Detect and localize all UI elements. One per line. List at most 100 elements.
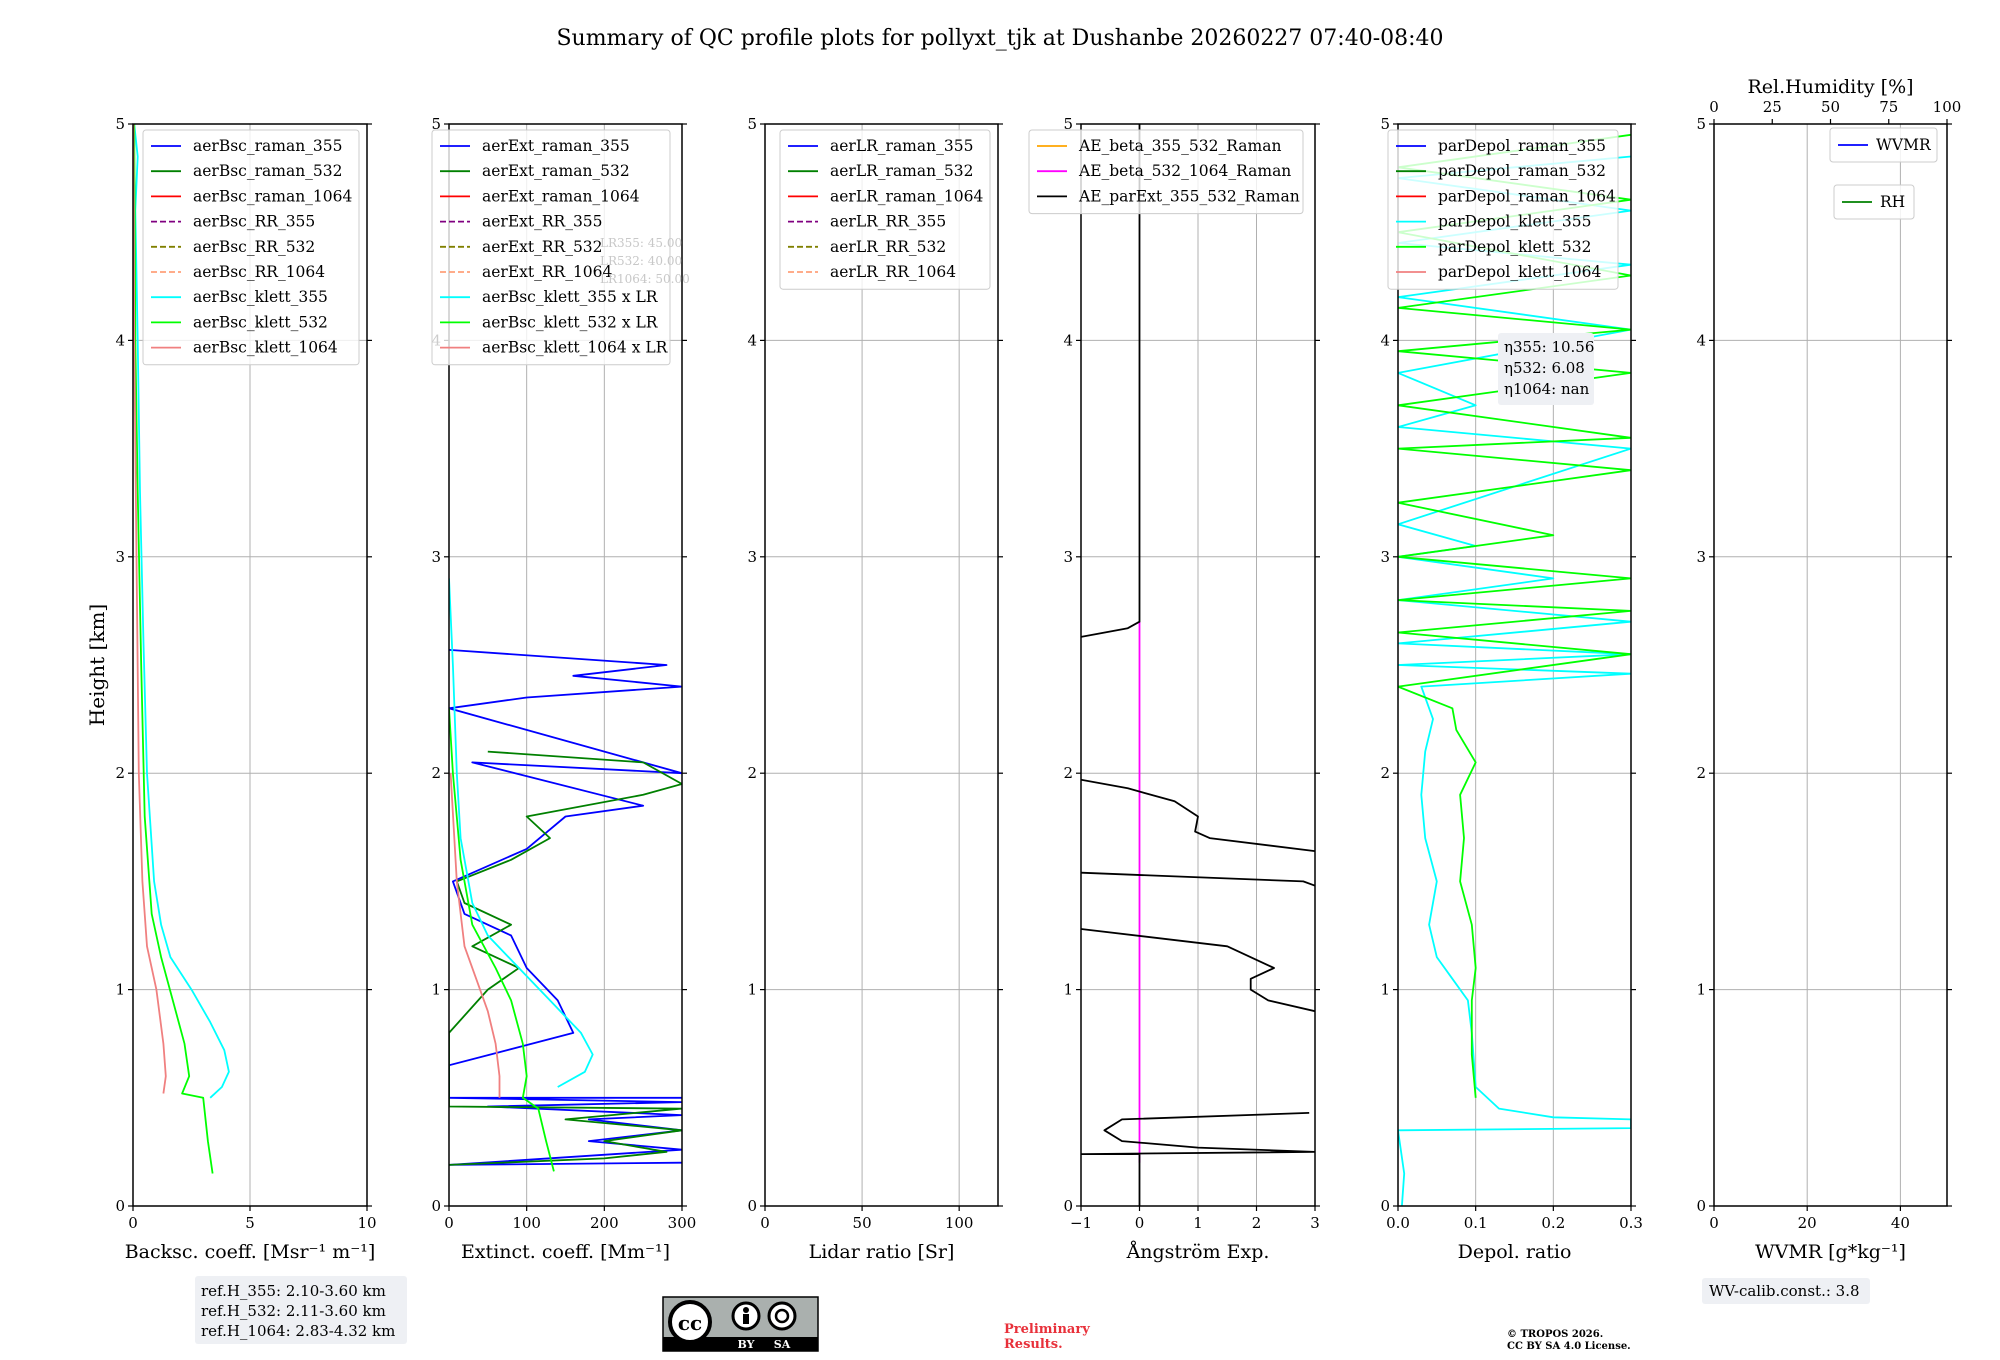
x-tick-label: 40: [1891, 1214, 1910, 1232]
series-line-aerBsc_klett_1064: [133, 124, 167, 1094]
y-tick-label: 0: [1063, 1197, 1073, 1215]
axes-frame: [448, 123, 683, 1207]
panel-depol: 0 1 2 3 4 5 0.0 0.1 0.2 0.3 Depol. ratio parDepol_r…: [1380, 115, 1642, 1263]
y-tick-label: 0: [747, 1197, 757, 1215]
legend-label: aerExt_RR_532: [482, 238, 603, 256]
y-tick-label: 2: [431, 764, 441, 782]
x-axis-label: Ångström Exp.: [1126, 1241, 1270, 1263]
y-tick-label: 0: [1696, 1197, 1706, 1215]
x-tick-label: 100: [512, 1214, 541, 1232]
legend: aerLR_raman_355 aerLR_raman_532 aerLR_rama…: [779, 129, 991, 290]
y-tick-label: 0: [431, 1197, 441, 1215]
y-tick-label: 3: [115, 548, 125, 566]
y-tick-label: 3: [1380, 548, 1390, 566]
copyright-line2: CC BY SA 4.0 License.: [1507, 1341, 1631, 1352]
legend-label: parDepol_raman_355: [1438, 137, 1606, 155]
x-axis-label: Backsc. coeff. [Msr⁻¹ m⁻¹]: [125, 1241, 376, 1263]
legend-label: aerLR_raman_1064: [830, 187, 983, 205]
legend-label: aerBsc_raman_355: [193, 137, 343, 155]
legend-rh: RH: [1833, 184, 1915, 220]
legend-label: AE_beta_355_532_Raman: [1078, 137, 1281, 155]
y-tick-label: 1: [747, 981, 757, 999]
sa-share-icon: [767, 1301, 797, 1331]
y-tick-label: 5: [1063, 115, 1073, 133]
ref-height-532: ref.H_532: 2.11-3.60 km: [201, 1302, 386, 1320]
y-tick-label: 4: [115, 331, 125, 349]
top-x-tick-label: 25: [1763, 98, 1782, 116]
figure-title: Summary of QC profile plots for pollyxt_…: [556, 26, 1443, 51]
legend-wvmr: WVMR: [1829, 127, 1938, 163]
y-tick-label: 3: [431, 548, 441, 566]
top-x-tick-label: 0: [1709, 98, 1719, 116]
y-tick-label: 1: [1696, 981, 1706, 999]
legend-label: aerBsc_RR_532: [193, 238, 315, 256]
cc-icon: [668, 1300, 712, 1344]
y-tick-label: 1: [115, 981, 125, 999]
legend-label: aerBsc_RR_1064: [193, 263, 325, 281]
x-axis-label: Depol. ratio: [1458, 1241, 1572, 1263]
x-tick-label: 0: [1135, 1214, 1145, 1232]
y-tick-label: 3: [1063, 548, 1073, 566]
series-group: [449, 578, 682, 1172]
legend-label: aerLR_RR_532: [830, 238, 946, 256]
y-tick-label: 5: [1696, 115, 1706, 133]
legend-label: AE_beta_532_1064_Raman: [1078, 162, 1291, 180]
y-tick-label: 3: [1696, 548, 1706, 566]
y-tick-label: 2: [1063, 764, 1073, 782]
y-tick-label: 2: [115, 764, 125, 782]
x-tick-label: 0.0: [1386, 1214, 1410, 1232]
legend-label: WVMR: [1876, 136, 1932, 154]
legend-label: aerBsc_raman_532: [193, 162, 343, 180]
legend-label: parDepol_klett_355: [1438, 213, 1591, 231]
eta-value: η355: 10.56: [1504, 338, 1594, 356]
y-tick-label: 2: [747, 764, 757, 782]
y-tick-label: 4: [1696, 331, 1706, 349]
legend-label: aerLR_raman_355: [830, 137, 973, 155]
series-line-aerBsc_klett_355: [133, 124, 230, 1099]
wv-calib-text: WV-calib.const.: 3.8: [1709, 1282, 1860, 1300]
x-axis-label: Lidar ratio [Sr]: [809, 1241, 955, 1263]
wv-calib-box: WV-calib.const.: 3.8: [1702, 1278, 1870, 1304]
legend-label: aerLR_RR_355: [830, 213, 946, 231]
legend-label: aerBsc_klett_355 x LR: [482, 288, 659, 306]
lr-annotation: LR532: 40.00: [600, 254, 682, 268]
y-tick-label: 5: [115, 115, 125, 133]
cc-by-label: BY: [738, 1338, 755, 1351]
y-tick-label: 1: [1380, 981, 1390, 999]
legend-label: parDepol_raman_1064: [1438, 187, 1616, 205]
x-tick-label: 0.1: [1464, 1214, 1488, 1232]
top-x-tick-label: 75: [1879, 98, 1898, 116]
y-tick-label: 0: [115, 1197, 125, 1215]
cc-sa-label: SA: [774, 1338, 791, 1351]
eta-value: η1064: nan: [1504, 380, 1590, 398]
x-tick-label: 0: [1709, 1214, 1719, 1232]
series-line-aerBsc_klett_532 x LR: [449, 708, 555, 1172]
legend-label: aerExt_raman_532: [482, 162, 630, 180]
y-tick-label: 1: [431, 981, 441, 999]
legend-label: parDepol_raman_532: [1438, 162, 1606, 180]
legend-label: aerBsc_raman_1064: [193, 187, 353, 205]
y-tick-label: 2: [1696, 764, 1706, 782]
y-tick-label: 3: [747, 548, 757, 566]
y-tick-label: 4: [747, 331, 757, 349]
axes-frame: [132, 123, 368, 1207]
series-line-aerBsc_klett_532: [133, 124, 214, 1174]
cc-license-badge: cc BY SA: [662, 1296, 819, 1352]
series-line-aerExt_raman_355: [449, 649, 682, 1166]
lr-annotation: LR355: 45.00: [600, 236, 682, 250]
y-tick-label: 5: [747, 115, 757, 133]
legend: aerExt_raman_355 aerExt_raman_532 aerExt_r…: [431, 129, 671, 366]
legend-label: aerExt_RR_1064: [482, 263, 613, 281]
x-tick-label: −1: [1070, 1214, 1092, 1232]
x-tick-label: 300: [668, 1214, 697, 1232]
axes-frame: [1080, 123, 1316, 1207]
lr-annotation: LR1064: 50.00: [600, 272, 690, 286]
top-x-tick-label: 100: [1933, 98, 1962, 116]
x-tick-label: 1: [1193, 1214, 1203, 1232]
legend-label: aerExt_RR_355: [482, 213, 603, 231]
legend-label: aerBsc_RR_355: [193, 213, 315, 231]
legend: AE_beta_355_532_Raman AE_beta_532_1064_Ra…: [1028, 129, 1304, 215]
